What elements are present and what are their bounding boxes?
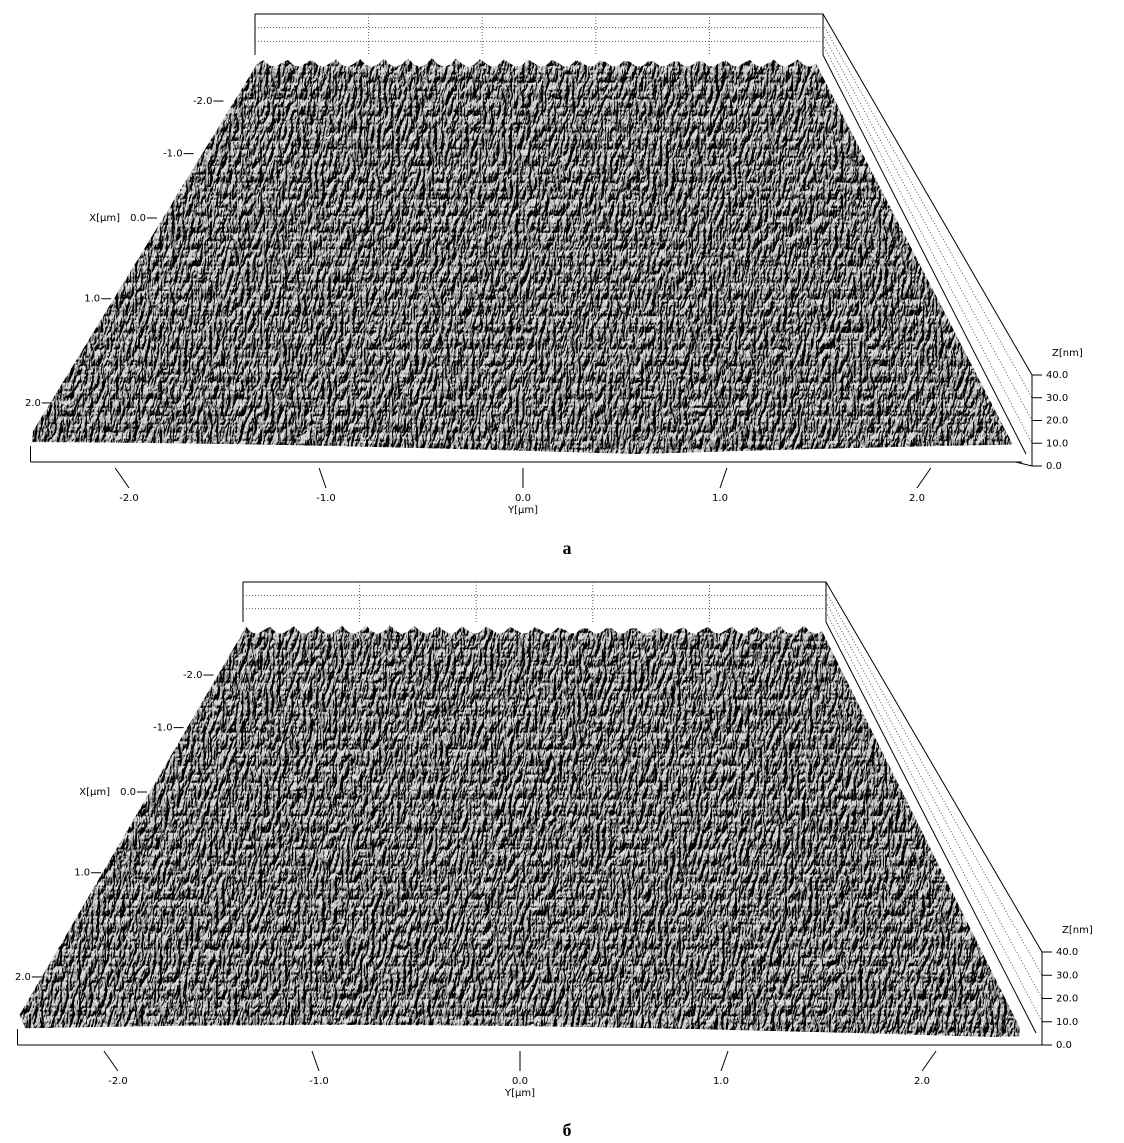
z-tick-label: 20.0: [1046, 416, 1068, 427]
y-tick-label: -1.0: [316, 493, 336, 504]
x-tick-label: 2.0: [15, 972, 31, 983]
x-tick-label: 0.0: [120, 787, 136, 798]
y-tick: [720, 468, 727, 488]
y-tick-label: 2.0: [914, 1076, 930, 1087]
x-tick-label: 1.0: [74, 868, 90, 879]
x-axis-label: X[µm]: [89, 213, 120, 224]
z-tick-label: 40.0: [1056, 947, 1078, 958]
z-tick-label: 10.0: [1056, 1017, 1078, 1028]
x-tick-label: -1.0: [153, 723, 173, 734]
y-tick-label: -2.0: [119, 493, 139, 504]
panel-caption: б: [563, 1120, 572, 1140]
y-axis-label: Y[µm]: [507, 505, 538, 516]
z-axis-label: Z[nm]: [1062, 925, 1093, 936]
figure: -2.0 -1.0 0.0 1.0 2.0 Y[µm] -2.0 -1.0 0.0 1.0 2.0 X…: [0, 0, 1124, 1143]
x-tick-label: -1.0: [163, 149, 183, 160]
z-axis-label: Z[nm]: [1052, 348, 1083, 359]
y-tick-label: 1.0: [713, 1076, 729, 1087]
x-tick-label: -2.0: [183, 670, 203, 681]
y-tick: [104, 1051, 118, 1071]
z-tick-label: 40.0: [1046, 370, 1068, 381]
x-axis-label: X[µm]: [79, 787, 110, 798]
y-tick: [312, 1051, 319, 1071]
y-tick-label: 0.0: [512, 1076, 528, 1087]
y-tick-label: 0.0: [515, 493, 531, 504]
z-tick-label: 20.0: [1056, 994, 1078, 1005]
panel-caption: а: [563, 538, 572, 558]
y-tick: [115, 468, 129, 488]
y-tick: [917, 468, 931, 488]
z-tick-label: 0.0: [1046, 461, 1062, 472]
y-tick: [922, 1051, 936, 1071]
y-tick-label: 2.0: [909, 493, 925, 504]
y-tick-label: 1.0: [712, 493, 728, 504]
x-tick-label: 0.0: [130, 213, 146, 224]
y-tick: [319, 468, 326, 488]
surface-shade: [33, 58, 1013, 454]
x-tick-label: -2.0: [193, 96, 213, 107]
z-tick-label: 30.0: [1056, 970, 1078, 981]
surface-shade: [20, 625, 1020, 1037]
x-tick-label: 1.0: [84, 294, 100, 305]
y-tick-label: -1.0: [309, 1076, 329, 1087]
back-wall: [243, 582, 826, 622]
floor-edge: [1016, 462, 1033, 466]
z-tick-label: 10.0: [1046, 438, 1068, 449]
y-tick-label: -2.0: [108, 1076, 128, 1087]
z-tick-label: 0.0: [1056, 1040, 1072, 1051]
z-tick-label: 30.0: [1046, 393, 1068, 404]
x-tick-label: 2.0: [25, 398, 41, 409]
back-wall: [255, 14, 823, 55]
y-axis-label: Y[µm]: [504, 1088, 535, 1099]
y-tick: [721, 1051, 728, 1071]
